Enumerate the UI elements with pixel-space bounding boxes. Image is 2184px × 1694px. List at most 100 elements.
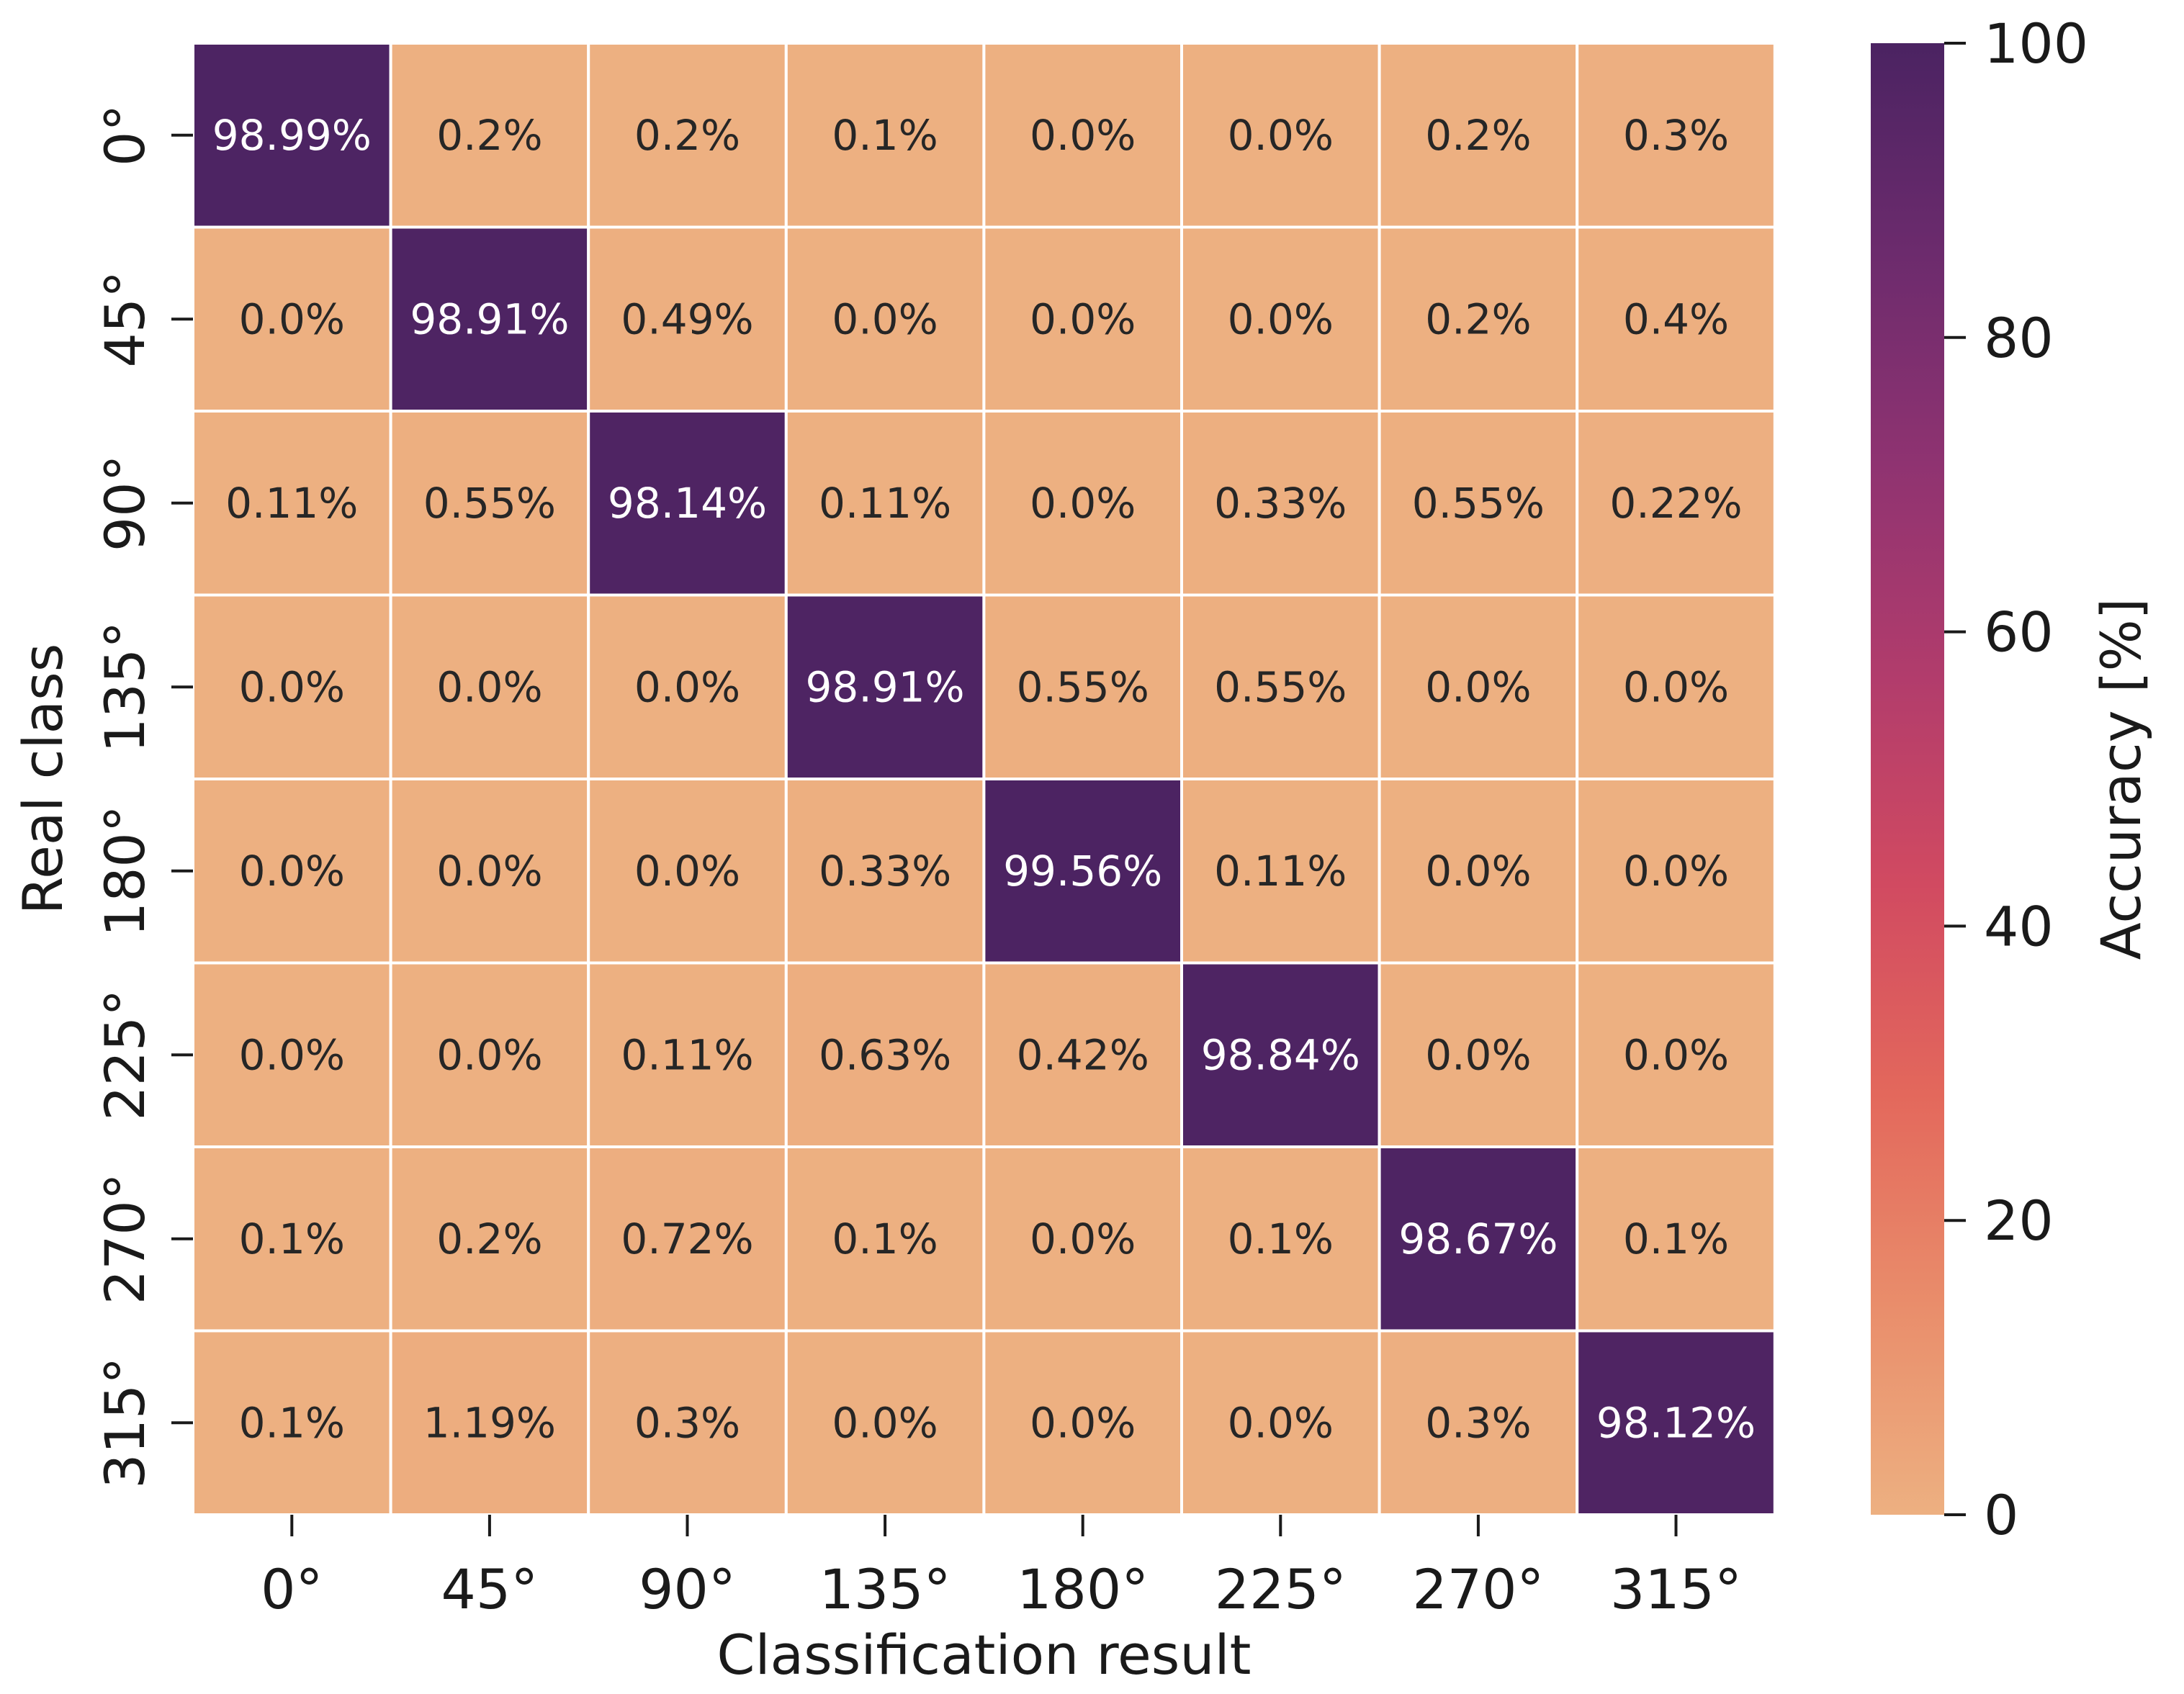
heatmap-cell — [784, 1329, 986, 1516]
heatmap-cell — [1576, 593, 1776, 780]
y-tick-label: 45° — [93, 271, 157, 368]
heatmap-cell — [982, 961, 1184, 1148]
x-axis-ticks: 0° 45° 90° 135° 180° 225° 270° 315° — [261, 1515, 1742, 1621]
cell-label: 0.0% — [1228, 1398, 1334, 1447]
heatmap-cell — [1576, 42, 1776, 229]
heatmap-cell — [1576, 1329, 1776, 1516]
heatmap-cell — [1576, 410, 1776, 597]
heatmap-cell — [982, 593, 1184, 780]
heatmap-cell — [1378, 1145, 1579, 1333]
cell-label: 0.3% — [1425, 1398, 1531, 1447]
cell-label: 1.19% — [423, 1398, 556, 1447]
cell-label: 0.11% — [1214, 847, 1347, 896]
y-axis-ticks: 0° 45° 90° 135° 180° 225° 270° 315° — [93, 104, 193, 1489]
cell-label: 0.55% — [1214, 662, 1347, 711]
heatmap-cell — [1576, 961, 1776, 1148]
y-tick-label: 270° — [93, 1173, 157, 1305]
cell-label: 0.33% — [819, 847, 951, 896]
heatmap-cell — [389, 1329, 590, 1516]
cell-label: 0.72% — [621, 1215, 753, 1263]
cell-label: 0.0% — [436, 1030, 542, 1079]
cell-label: 99.56% — [1003, 847, 1162, 896]
cell-label: 0.1% — [1228, 1215, 1334, 1263]
cell-label: 0.3% — [634, 1398, 740, 1447]
heatmap-cell — [1180, 961, 1381, 1148]
x-tick-label: 45° — [441, 1557, 539, 1621]
cell-label: 0.49% — [621, 294, 753, 343]
heatmap-cell — [587, 1329, 788, 1516]
x-tick-label: 0° — [261, 1557, 323, 1621]
cell-label: 0.1% — [239, 1398, 345, 1447]
cell-label: 0.33% — [1214, 479, 1347, 528]
heatmap-cell — [784, 225, 986, 413]
colorbar-tick-label: 60 — [1984, 600, 2054, 664]
heatmap-cell — [192, 42, 392, 229]
cell-label: 0.1% — [1623, 1215, 1729, 1263]
cell-label: 98.99% — [212, 111, 372, 160]
cell-label: 0.0% — [1623, 847, 1729, 896]
cell-label: 0.55% — [1017, 662, 1149, 711]
heatmap-cell — [784, 961, 986, 1148]
y-tick-label: 315° — [93, 1357, 157, 1489]
y-tick-label: 135° — [93, 621, 157, 753]
heatmap-cell — [1180, 225, 1381, 413]
heatmap-cell — [1378, 410, 1579, 597]
x-axis-title: Classification result — [716, 1623, 1251, 1687]
heatmap-cell — [1180, 593, 1381, 780]
cell-label: 0.0% — [436, 662, 542, 711]
y-tick-label: 0° — [93, 104, 157, 166]
cell-label: 0.1% — [832, 111, 938, 160]
cell-label: 98.91% — [410, 294, 569, 343]
heatmap-cell — [1576, 225, 1776, 413]
cell-label: 0.55% — [1412, 479, 1545, 528]
heatmap-cell — [982, 410, 1184, 597]
heatmap-cell — [1378, 225, 1579, 413]
y-tick-label: 180° — [93, 805, 157, 937]
cell-label: 0.0% — [436, 847, 542, 896]
colorbar-tick-label: 0 — [1984, 1483, 2018, 1547]
cell-label: 0.0% — [239, 294, 345, 343]
cell-label: 0.2% — [436, 1215, 542, 1263]
cell-label: 0.0% — [1425, 662, 1531, 711]
heatmap-cell — [1180, 778, 1381, 965]
heatmap-cell — [192, 410, 392, 597]
heatmap-cell — [389, 593, 590, 780]
cell-label: 0.22% — [1609, 479, 1742, 528]
cell-label: 0.1% — [239, 1215, 345, 1263]
y-tick-label: 225° — [93, 989, 157, 1121]
cell-label: 0.2% — [436, 111, 542, 160]
heatmap-cell — [1180, 1145, 1381, 1333]
y-tick-label: 90° — [93, 454, 157, 551]
heatmap-cell — [784, 778, 986, 965]
cell-label: 0.0% — [1228, 111, 1334, 160]
cell-label: 0.1% — [832, 1215, 938, 1263]
heatmap-cell — [389, 1145, 590, 1333]
heatmap-cell — [1576, 778, 1776, 965]
heatmap-cell — [784, 410, 986, 597]
cell-label: 0.0% — [634, 662, 740, 711]
cell-label: 0.0% — [1030, 1215, 1136, 1263]
cell-label: 98.12% — [1596, 1398, 1756, 1447]
cell-label: 98.14% — [608, 479, 767, 528]
cell-label: 0.11% — [819, 479, 951, 528]
cell-label: 98.67% — [1398, 1215, 1558, 1263]
heatmap-cell — [1378, 593, 1579, 780]
cell-label: 0.2% — [634, 111, 740, 160]
cell-label: 0.0% — [1425, 847, 1531, 896]
cell-label: 0.4% — [1623, 294, 1729, 343]
colorbar — [1871, 43, 1944, 1515]
cell-label: 0.0% — [1030, 294, 1136, 343]
cell-label: 98.84% — [1201, 1030, 1360, 1079]
heatmap-cell — [587, 1145, 788, 1333]
cell-label: 0.0% — [634, 847, 740, 896]
cell-label: 0.0% — [1030, 111, 1136, 160]
y-axis-title: Real class — [11, 644, 75, 915]
heatmap-cell — [1378, 961, 1579, 1148]
heatmap-cell — [784, 1145, 986, 1333]
cell-label: 0.0% — [832, 294, 938, 343]
heatmap-cell — [1576, 1145, 1776, 1333]
cell-label: 0.0% — [1030, 479, 1136, 528]
heatmap-cell — [587, 778, 788, 965]
cell-label: 0.63% — [819, 1030, 951, 1079]
colorbar-tick-label: 20 — [1984, 1189, 2054, 1253]
